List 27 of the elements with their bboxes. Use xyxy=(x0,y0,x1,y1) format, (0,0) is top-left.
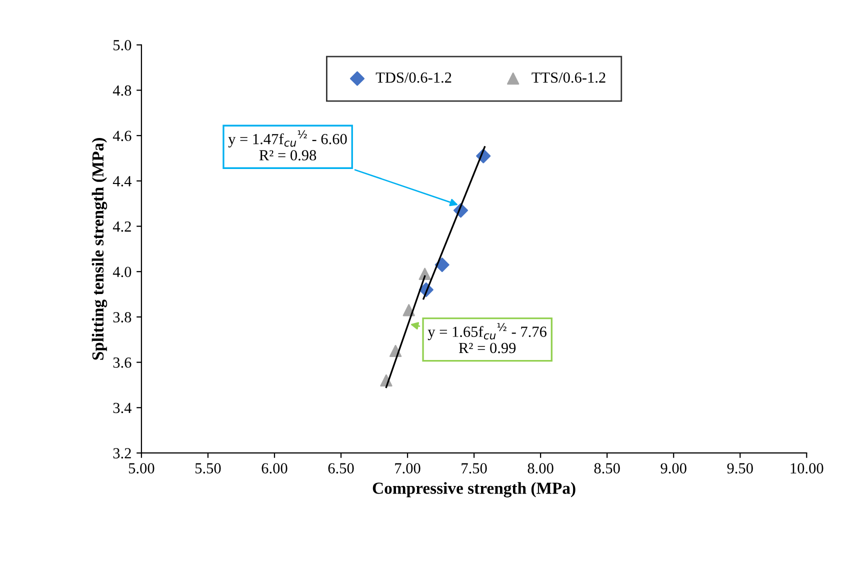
x-tick-label: 5.50 xyxy=(195,463,221,474)
x-tick-label: 10.00 xyxy=(790,463,824,474)
y-tick-label: 4.2 xyxy=(112,221,131,232)
y-tick-label: 5.0 xyxy=(114,40,132,50)
x-tick-label: 7.50 xyxy=(462,463,487,474)
y-tick-label: 3.6 xyxy=(113,357,132,368)
y-tick-label: 4.8 xyxy=(112,85,132,96)
y-axis-title: Splitting tensile strength (MPa) xyxy=(92,138,108,360)
x-tick-label: 9.00 xyxy=(660,463,686,474)
x-tick-label: 8.50 xyxy=(594,463,620,474)
x-tick-label: 8.00 xyxy=(528,463,554,474)
x-tick-label: 6.00 xyxy=(262,463,288,474)
y-tick-label: 3.4 xyxy=(113,402,132,414)
legend-label: TDS/0.6-1.2 xyxy=(376,72,452,83)
x-tick-label: 7.00 xyxy=(395,463,420,474)
annotation: y = 1.65f$_{cu}$$^{½}$ - 7.76 R² = 0.99 xyxy=(428,323,546,354)
x-tick-label: 9.50 xyxy=(727,463,753,474)
x-tick-label: 6.50 xyxy=(328,463,354,474)
y-tick-label: 4.0 xyxy=(112,266,132,278)
legend-label: TTS/0.6-1.2 xyxy=(532,72,606,83)
x-axis-title: Compressive strength (MPa) xyxy=(372,482,576,498)
y-tick-label: 4.6 xyxy=(112,130,132,142)
x-tick-label: 5.00 xyxy=(128,463,154,474)
y-tick-label: 4.4 xyxy=(112,176,132,186)
y-tick-label: 3.2 xyxy=(113,448,131,459)
y-tick-label: 3.8 xyxy=(113,312,132,322)
annotation: y = 1.47f$_{cu}$$^{½}$ - 6.60 R² = 0.98 xyxy=(228,130,347,160)
